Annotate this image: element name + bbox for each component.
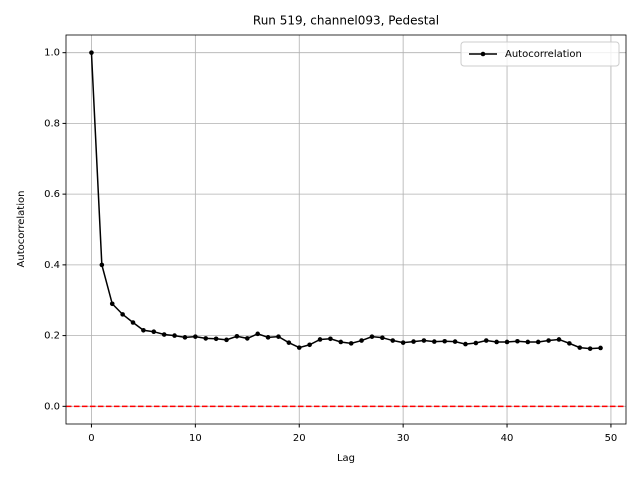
data-point: [307, 342, 312, 348]
data-point: [515, 338, 520, 344]
data-point: [494, 339, 499, 345]
data-point: [400, 340, 406, 345]
data-point: [567, 341, 572, 346]
data-point: [483, 338, 489, 343]
data-point: [172, 333, 177, 338]
y-tick-label: 0.2: [44, 331, 60, 342]
data-point: [244, 336, 250, 341]
legend-marker: [480, 51, 486, 57]
data-point: [338, 339, 344, 345]
data-point: [473, 340, 479, 346]
data-point: [411, 339, 416, 344]
legend: Autocorrelation: [460, 41, 620, 67]
data-point: [546, 338, 551, 343]
y-tick-label: 0.8: [44, 118, 60, 129]
data-point: [587, 346, 593, 351]
data-point: [328, 336, 333, 342]
data-point: [380, 335, 385, 341]
data-point: [130, 320, 136, 325]
data-point: [598, 345, 603, 351]
x-axis-label: Lag: [337, 453, 355, 464]
data-point: [432, 339, 437, 344]
y-tick-label: 0.6: [44, 189, 60, 200]
data-point: [161, 332, 167, 337]
chart-title: Run 519, channel093, Pedestal: [253, 14, 439, 28]
data-point: [120, 312, 125, 317]
data-point: [213, 336, 219, 342]
data-point: [193, 334, 198, 339]
x-tick-label: 10: [189, 433, 202, 444]
axes-frame: [65, 34, 627, 425]
data-point: [577, 345, 583, 350]
data-point: [109, 301, 115, 307]
x-tick-label: 20: [293, 433, 306, 444]
data-point: [535, 339, 541, 345]
data-point: [525, 339, 531, 345]
data-point: [296, 345, 302, 350]
data-point: [317, 337, 323, 342]
data-point: [182, 335, 188, 340]
data-point: [463, 341, 468, 347]
data-point: [224, 337, 229, 343]
data-point: [359, 338, 364, 343]
x-tick-label: 30: [397, 433, 410, 444]
data-point: [151, 329, 157, 335]
data-point: [421, 338, 427, 343]
x-tick-label: 0: [88, 433, 94, 444]
data-point: [504, 339, 510, 345]
data-point: [89, 50, 94, 55]
data-point: [556, 337, 562, 342]
data-point: [369, 334, 375, 339]
data-point: [203, 336, 209, 341]
y-axis-label: Autocorrelation: [16, 191, 27, 268]
data-point: [286, 340, 292, 345]
data-point: [234, 333, 240, 339]
data-point: [276, 334, 281, 339]
y-tick-label: 1.0: [44, 48, 60, 59]
data-point: [442, 338, 448, 344]
data-point: [390, 338, 396, 343]
y-tick-label: 0.4: [44, 260, 60, 271]
data-point: [255, 331, 260, 337]
data-point: [265, 335, 271, 340]
legend-label: Autocorrelation: [505, 49, 582, 60]
data-point: [348, 341, 354, 346]
data-point: [452, 339, 458, 344]
y-tick-label: 0.0: [44, 401, 60, 412]
x-tick-label: 40: [501, 433, 514, 444]
data-point: [99, 262, 105, 268]
data-point: [141, 327, 146, 333]
legend-box: [460, 41, 620, 67]
x-tick-label: 50: [605, 433, 618, 444]
